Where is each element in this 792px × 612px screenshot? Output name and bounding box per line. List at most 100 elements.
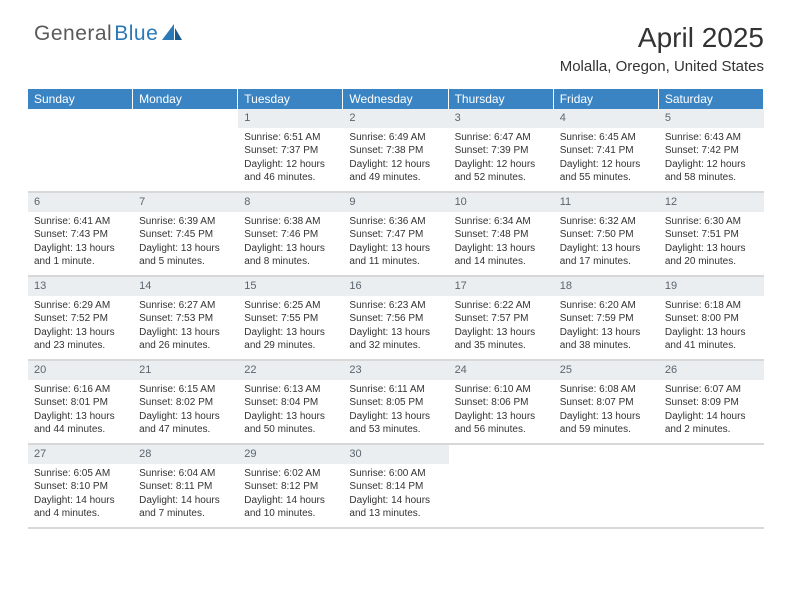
day-details: Sunrise: 6:25 AMSunset: 7:55 PMDaylight:… — [238, 296, 343, 359]
weekday-header: Friday — [554, 89, 659, 109]
day-details: Sunrise: 6:13 AMSunset: 8:04 PMDaylight:… — [238, 380, 343, 443]
daylight-line: Daylight: 13 hours and 59 minutes. — [560, 410, 653, 437]
day-number: 3 — [449, 109, 554, 128]
sunset-line: Sunset: 8:04 PM — [244, 396, 337, 410]
day-details: Sunrise: 6:15 AMSunset: 8:02 PMDaylight:… — [133, 380, 238, 443]
daylight-line: Daylight: 13 hours and 29 minutes. — [244, 326, 337, 353]
location-text: Molalla, Oregon, United States — [560, 58, 764, 75]
sunset-line: Sunset: 8:12 PM — [244, 480, 337, 494]
daylight-line: Daylight: 13 hours and 14 minutes. — [455, 242, 548, 269]
sunrise-line: Sunrise: 6:08 AM — [560, 383, 653, 397]
page-title: April 2025 — [560, 22, 764, 54]
day-number: 24 — [449, 361, 554, 380]
daylight-line: Daylight: 13 hours and 23 minutes. — [34, 326, 127, 353]
calendar-cell: 20Sunrise: 6:16 AMSunset: 8:01 PMDayligh… — [28, 361, 133, 445]
day-details: Sunrise: 6:45 AMSunset: 7:41 PMDaylight:… — [554, 128, 659, 191]
day-number: 6 — [28, 193, 133, 212]
day-number: 9 — [343, 193, 448, 212]
calendar-cell: 18Sunrise: 6:20 AMSunset: 7:59 PMDayligh… — [554, 277, 659, 361]
sunset-line: Sunset: 8:06 PM — [455, 396, 548, 410]
day-number: 25 — [554, 361, 659, 380]
sunrise-line: Sunrise: 6:32 AM — [560, 215, 653, 229]
day-details: Sunrise: 6:02 AMSunset: 8:12 PMDaylight:… — [238, 464, 343, 527]
sunrise-line: Sunrise: 6:10 AM — [455, 383, 548, 397]
sunrise-line: Sunrise: 6:41 AM — [34, 215, 127, 229]
day-details: Sunrise: 6:30 AMSunset: 7:51 PMDaylight:… — [659, 212, 764, 275]
weekday-header: Wednesday — [343, 89, 448, 109]
day-number: 19 — [659, 277, 764, 296]
daylight-line: Daylight: 13 hours and 32 minutes. — [349, 326, 442, 353]
daylight-line: Daylight: 13 hours and 17 minutes. — [560, 242, 653, 269]
header: General Blue April 2025 Molalla, Oregon,… — [0, 0, 792, 79]
sunrise-line: Sunrise: 6:23 AM — [349, 299, 442, 313]
sunrise-line: Sunrise: 6:29 AM — [34, 299, 127, 313]
sunset-line: Sunset: 7:47 PM — [349, 228, 442, 242]
daylight-line: Daylight: 13 hours and 56 minutes. — [455, 410, 548, 437]
calendar-cell: 24Sunrise: 6:10 AMSunset: 8:06 PMDayligh… — [449, 361, 554, 445]
sunset-line: Sunset: 7:48 PM — [455, 228, 548, 242]
calendar-cell: 26Sunrise: 6:07 AMSunset: 8:09 PMDayligh… — [659, 361, 764, 445]
daylight-line: Daylight: 13 hours and 35 minutes. — [455, 326, 548, 353]
sunset-line: Sunset: 7:55 PM — [244, 312, 337, 326]
calendar-cell: 3Sunrise: 6:47 AMSunset: 7:39 PMDaylight… — [449, 109, 554, 193]
calendar-cell: 10Sunrise: 6:34 AMSunset: 7:48 PMDayligh… — [449, 193, 554, 277]
logo-text-blue: Blue — [114, 22, 158, 46]
calendar-cell: 15Sunrise: 6:25 AMSunset: 7:55 PMDayligh… — [238, 277, 343, 361]
sunset-line: Sunset: 7:52 PM — [34, 312, 127, 326]
sunset-line: Sunset: 7:51 PM — [665, 228, 758, 242]
daylight-line: Daylight: 13 hours and 20 minutes. — [665, 242, 758, 269]
weekday-header: Saturday — [659, 89, 764, 109]
calendar-cell: 22Sunrise: 6:13 AMSunset: 8:04 PMDayligh… — [238, 361, 343, 445]
sunset-line: Sunset: 8:01 PM — [34, 396, 127, 410]
daylight-line: Daylight: 14 hours and 2 minutes. — [665, 410, 758, 437]
sunrise-line: Sunrise: 6:18 AM — [665, 299, 758, 313]
sunrise-line: Sunrise: 6:15 AM — [139, 383, 232, 397]
day-details: Sunrise: 6:32 AMSunset: 7:50 PMDaylight:… — [554, 212, 659, 275]
day-number: 27 — [28, 445, 133, 464]
sunrise-line: Sunrise: 6:11 AM — [349, 383, 442, 397]
calendar-cell-empty — [449, 445, 554, 529]
sunset-line: Sunset: 7:43 PM — [34, 228, 127, 242]
sunset-line: Sunset: 7:39 PM — [455, 144, 548, 158]
sunset-line: Sunset: 8:10 PM — [34, 480, 127, 494]
day-details: Sunrise: 6:27 AMSunset: 7:53 PMDaylight:… — [133, 296, 238, 359]
sunrise-line: Sunrise: 6:49 AM — [349, 131, 442, 145]
day-number: 4 — [554, 109, 659, 128]
sunset-line: Sunset: 7:50 PM — [560, 228, 653, 242]
day-number: 7 — [133, 193, 238, 212]
calendar-cell: 28Sunrise: 6:04 AMSunset: 8:11 PMDayligh… — [133, 445, 238, 529]
sunrise-line: Sunrise: 6:39 AM — [139, 215, 232, 229]
sunrise-line: Sunrise: 6:22 AM — [455, 299, 548, 313]
sunset-line: Sunset: 7:41 PM — [560, 144, 653, 158]
day-number: 28 — [133, 445, 238, 464]
day-details: Sunrise: 6:36 AMSunset: 7:47 PMDaylight:… — [343, 212, 448, 275]
day-number: 30 — [343, 445, 448, 464]
sunrise-line: Sunrise: 6:02 AM — [244, 467, 337, 481]
calendar-cell: 29Sunrise: 6:02 AMSunset: 8:12 PMDayligh… — [238, 445, 343, 529]
calendar-cell: 14Sunrise: 6:27 AMSunset: 7:53 PMDayligh… — [133, 277, 238, 361]
day-number: 15 — [238, 277, 343, 296]
daylight-line: Daylight: 13 hours and 53 minutes. — [349, 410, 442, 437]
calendar-cell: 7Sunrise: 6:39 AMSunset: 7:45 PMDaylight… — [133, 193, 238, 277]
logo: General Blue — [34, 22, 184, 46]
daylight-line: Daylight: 13 hours and 50 minutes. — [244, 410, 337, 437]
day-number: 14 — [133, 277, 238, 296]
daylight-line: Daylight: 13 hours and 26 minutes. — [139, 326, 232, 353]
sunrise-line: Sunrise: 6:27 AM — [139, 299, 232, 313]
day-details: Sunrise: 6:10 AMSunset: 8:06 PMDaylight:… — [449, 380, 554, 443]
sunset-line: Sunset: 8:05 PM — [349, 396, 442, 410]
day-details: Sunrise: 6:38 AMSunset: 7:46 PMDaylight:… — [238, 212, 343, 275]
day-number: 1 — [238, 109, 343, 128]
day-details: Sunrise: 6:05 AMSunset: 8:10 PMDaylight:… — [28, 464, 133, 527]
day-number: 18 — [554, 277, 659, 296]
day-number: 17 — [449, 277, 554, 296]
calendar-cell: 30Sunrise: 6:00 AMSunset: 8:14 PMDayligh… — [343, 445, 448, 529]
day-number: 12 — [659, 193, 764, 212]
day-number: 22 — [238, 361, 343, 380]
sunrise-line: Sunrise: 6:16 AM — [34, 383, 127, 397]
calendar-cell: 25Sunrise: 6:08 AMSunset: 8:07 PMDayligh… — [554, 361, 659, 445]
sunrise-line: Sunrise: 6:00 AM — [349, 467, 442, 481]
sunset-line: Sunset: 8:00 PM — [665, 312, 758, 326]
day-details: Sunrise: 6:41 AMSunset: 7:43 PMDaylight:… — [28, 212, 133, 275]
sunrise-line: Sunrise: 6:04 AM — [139, 467, 232, 481]
